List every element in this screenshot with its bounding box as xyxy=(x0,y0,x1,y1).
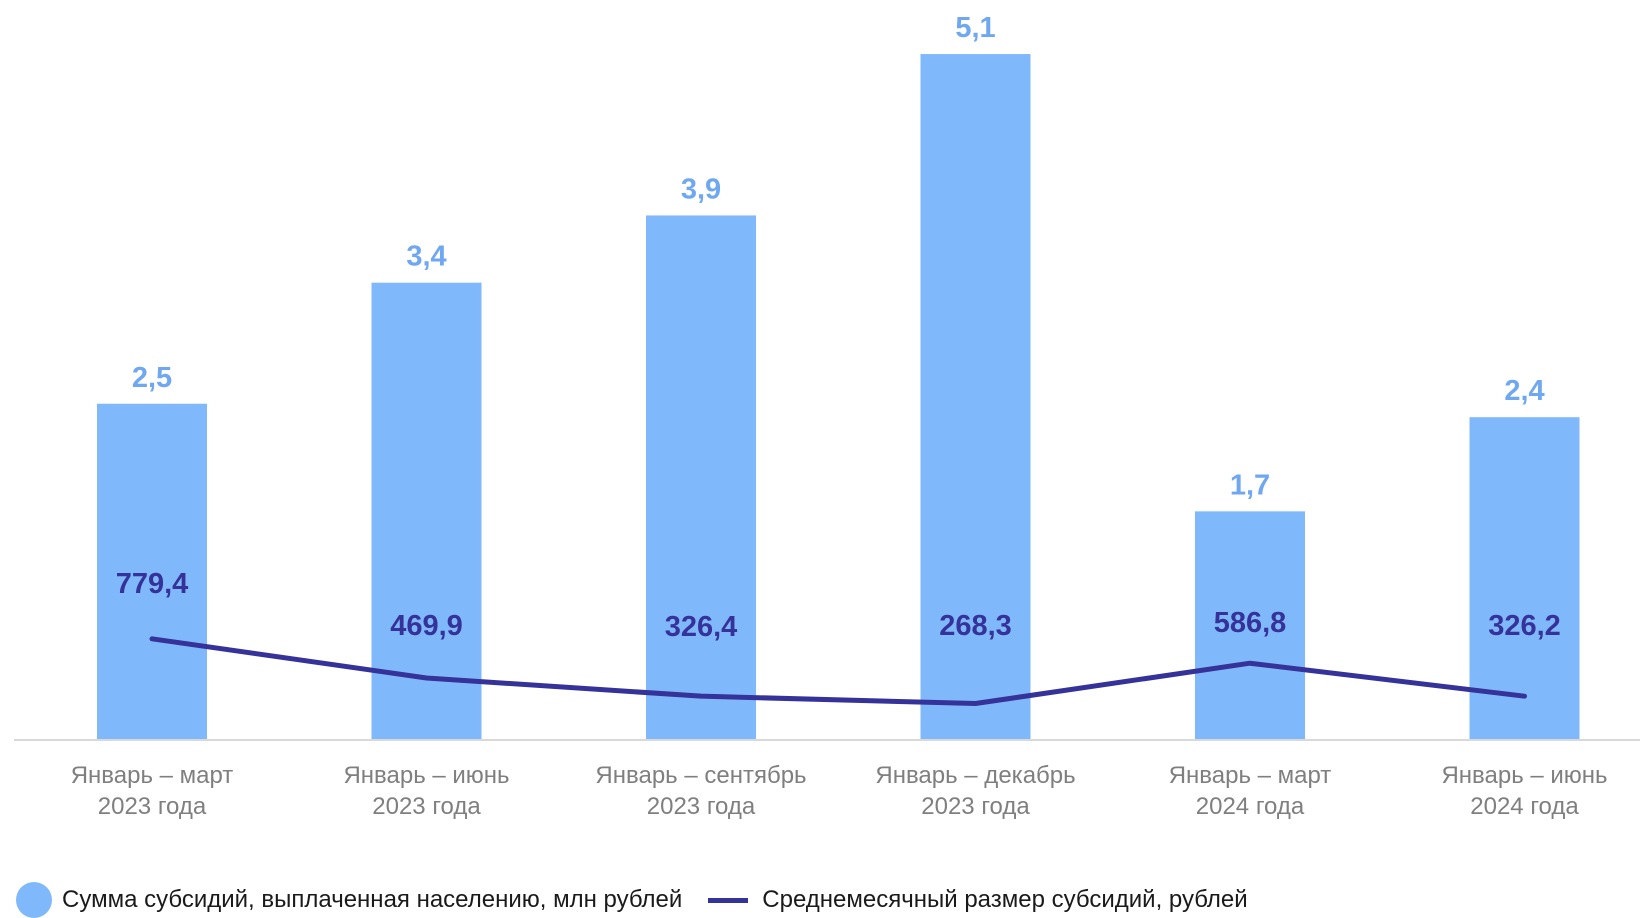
bar-value-label: 5,1 xyxy=(955,12,995,44)
legend-line-swatch xyxy=(708,897,749,903)
x-tick-label-line: Январь – июнь xyxy=(1441,762,1607,789)
line-value-label: 469,9 xyxy=(390,610,463,642)
bar xyxy=(920,54,1031,741)
bar-value-label: 2,5 xyxy=(132,362,172,394)
x-tick-label: Январь – март 2023 года xyxy=(71,762,234,820)
x-tick-label: Январь – сентябрь 2023 года xyxy=(595,762,806,820)
x-tick-label-line: 2023 года xyxy=(372,793,481,820)
x-tick-label-line: Январь – март xyxy=(1169,762,1332,789)
legend-line-label: Среднемесячный размер субсидий, рублей xyxy=(762,886,1248,913)
legend-item-line-series: Среднемесячный размер субсидий, рублей xyxy=(682,886,1248,914)
combo-chart: 2,5 3,4 3,9 5,1 1,7 2,4 779,4 469,9 326,4 268,3 58… xyxy=(14,12,1640,820)
line-value-label: 326,2 xyxy=(1488,610,1561,642)
x-tick-label: Январь – декабрь 2023 года xyxy=(875,762,1075,820)
bar xyxy=(97,403,207,740)
bar xyxy=(1195,511,1305,740)
x-tick-label-line: 2023 года xyxy=(647,793,756,820)
legend-item-bar-series: Сумма субсидий, выплаченная населению, м… xyxy=(16,882,682,918)
legend-bar-swatch xyxy=(16,882,52,918)
x-tick-label-line: 2023 года xyxy=(921,793,1030,820)
x-tick-label: Январь – март 2024 года xyxy=(1169,762,1332,820)
x-tick-label-line: Январь – сентябрь xyxy=(595,762,806,789)
x-tick-label-line: 2024 года xyxy=(1196,793,1305,820)
line-value-label: 779,4 xyxy=(116,568,189,600)
bar-value-label: 1,7 xyxy=(1230,469,1270,501)
x-tick-label-line: Январь – март xyxy=(71,762,234,789)
x-tick-label-line: 2024 года xyxy=(1470,793,1579,820)
x-tick-label: Январь – июнь 2023 года xyxy=(343,762,509,820)
bar xyxy=(646,215,756,740)
legend: Сумма субсидий, выплаченная населению, м… xyxy=(16,882,1248,918)
bar xyxy=(371,282,482,740)
x-tick-label: Январь – июнь 2024 года xyxy=(1441,762,1607,820)
bar-value-label: 3,4 xyxy=(406,241,446,273)
x-tick-label-line: Январь – декабрь xyxy=(875,762,1075,789)
bar-value-label: 2,4 xyxy=(1504,375,1544,407)
x-tick-label-line: 2023 года xyxy=(98,793,207,820)
line-value-label: 326,4 xyxy=(665,611,738,643)
line-value-label: 268,3 xyxy=(939,610,1012,642)
line-series xyxy=(149,636,1527,707)
bar xyxy=(1469,417,1580,740)
x-tick-label-line: Январь – июнь xyxy=(343,762,509,789)
bar-value-label: 3,9 xyxy=(681,173,721,205)
line-value-label: 586,8 xyxy=(1214,607,1287,639)
legend-bar-label: Сумма субсидий, выплаченная населению, м… xyxy=(62,886,683,913)
